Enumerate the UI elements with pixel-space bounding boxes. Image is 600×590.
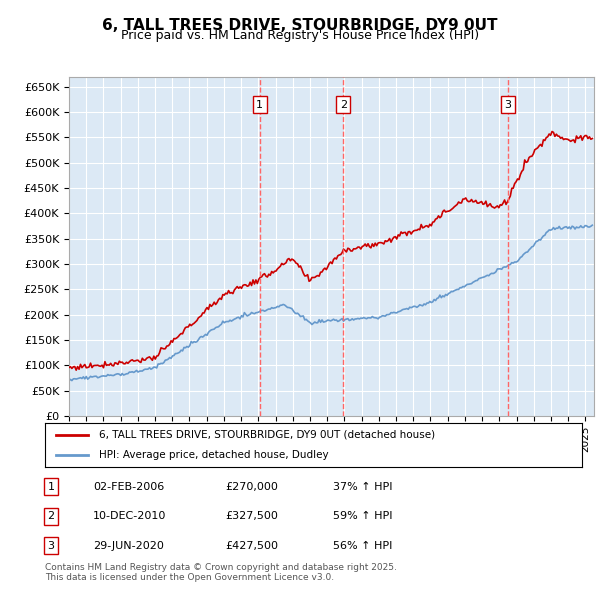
Text: 2: 2: [340, 100, 347, 110]
Text: 3: 3: [505, 100, 511, 110]
Text: 56% ↑ HPI: 56% ↑ HPI: [333, 541, 392, 550]
Text: 59% ↑ HPI: 59% ↑ HPI: [333, 512, 392, 521]
Text: 3: 3: [47, 541, 55, 550]
Text: £327,500: £327,500: [225, 512, 278, 521]
Text: Price paid vs. HM Land Registry's House Price Index (HPI): Price paid vs. HM Land Registry's House …: [121, 30, 479, 42]
Text: HPI: Average price, detached house, Dudley: HPI: Average price, detached house, Dudl…: [98, 450, 328, 460]
Text: 10-DEC-2010: 10-DEC-2010: [93, 512, 166, 521]
Text: 29-JUN-2020: 29-JUN-2020: [93, 541, 164, 550]
Text: 6, TALL TREES DRIVE, STOURBRIDGE, DY9 0UT: 6, TALL TREES DRIVE, STOURBRIDGE, DY9 0U…: [102, 18, 498, 32]
Text: 37% ↑ HPI: 37% ↑ HPI: [333, 482, 392, 491]
Text: 02-FEB-2006: 02-FEB-2006: [93, 482, 164, 491]
Text: 1: 1: [47, 482, 55, 491]
Text: 6, TALL TREES DRIVE, STOURBRIDGE, DY9 0UT (detached house): 6, TALL TREES DRIVE, STOURBRIDGE, DY9 0U…: [98, 430, 435, 440]
Text: £427,500: £427,500: [225, 541, 278, 550]
Text: 1: 1: [256, 100, 263, 110]
Text: Contains HM Land Registry data © Crown copyright and database right 2025.
This d: Contains HM Land Registry data © Crown c…: [45, 563, 397, 582]
Text: £270,000: £270,000: [225, 482, 278, 491]
Text: 2: 2: [47, 512, 55, 521]
